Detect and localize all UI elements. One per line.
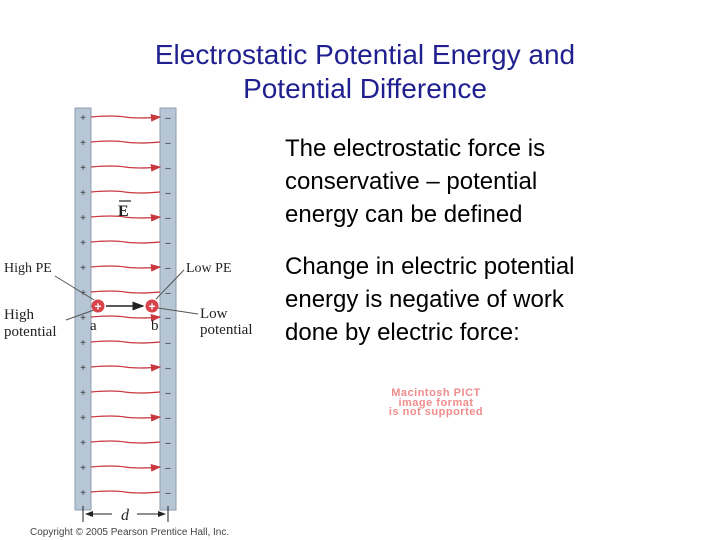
title-line-2: Potential Difference [243, 73, 487, 104]
field-line [90, 213, 162, 222]
low-potential-label-line-1: Low [200, 306, 228, 322]
plate-minus-sign: – [165, 438, 171, 449]
bullet-2-line-1: Change in electric potential [285, 253, 575, 280]
plate-minus-sign: – [165, 363, 171, 374]
field-line [90, 163, 162, 172]
plate-plus-sign: + [80, 488, 86, 499]
point-b-label: b [151, 318, 159, 334]
plate-minus-sign: – [165, 213, 171, 224]
field-line [90, 313, 162, 322]
plate-plus-sign: + [80, 263, 86, 274]
plate-minus-sign: – [165, 138, 171, 149]
plate-minus-sign: – [165, 313, 171, 324]
bullet-2-line-2: energy is negative of work [285, 286, 564, 313]
bullet-1-line-2: conservative – potential [285, 168, 538, 195]
high-potential-label-line-1: High [4, 307, 35, 323]
placeholder-line-2: image format [398, 396, 474, 409]
pointer-high-potential [65, 309, 95, 321]
pointer-low-pe [155, 269, 185, 300]
plate-minus-sign: – [165, 413, 171, 424]
field-line [90, 290, 161, 294]
field-line [90, 240, 161, 244]
field-line [90, 390, 161, 394]
charge-a-sign: + [94, 300, 101, 314]
plate-plus-sign: + [80, 163, 86, 174]
placeholder-line-3: is not supported [388, 406, 484, 418]
slide-title: Electrostatic Potential Energy and Poten… [90, 38, 640, 106]
plate-minus-sign: – [165, 188, 171, 199]
low-potential-label-line-2: potential [200, 322, 253, 338]
charge-at-a [91, 299, 105, 313]
plate-plus-sign: + [80, 463, 86, 474]
parallel-plate-diagram: +–+–+–+–+–+–+–+–+–+–+–+–+–+–+–+– E High … [4, 107, 253, 538]
distance-label: d [121, 507, 130, 524]
field-line [90, 490, 161, 494]
plate-minus-sign: – [165, 263, 171, 274]
plate-minus-sign: – [165, 388, 171, 399]
field-line [90, 413, 162, 422]
plate-plus-sign: + [80, 338, 86, 349]
plate-minus-sign: – [165, 163, 171, 174]
plate-plus-sign: + [80, 188, 86, 199]
field-line [90, 190, 161, 194]
high-potential-label-line-2: potential [4, 324, 57, 340]
copyright-notice: Copyright © 2005 Pearson Prentice Hall, … [30, 527, 229, 538]
field-line [90, 440, 161, 444]
pointer-high-pe [54, 275, 95, 301]
plate-plus-sign: + [80, 113, 86, 124]
plate-plus-sign: + [80, 438, 86, 449]
plate-plus-sign: + [80, 213, 86, 224]
plate-plus-sign: + [80, 238, 86, 249]
bullet-potential-energy-change: Change in electric potential energy is n… [285, 250, 705, 349]
unsupported-image-placeholder: Macintosh PICT image format is not suppo… [344, 387, 528, 418]
field-line [90, 113, 162, 122]
low-pe-label: Low PE [186, 261, 232, 276]
plate-minus-sign: – [165, 488, 171, 499]
plate-plus-sign: + [80, 388, 86, 399]
plate-minus-sign: – [165, 338, 171, 349]
pointer-low-potential [157, 307, 199, 315]
field-line [90, 363, 162, 372]
bullet-2-line-3: done by electric force: [285, 319, 520, 346]
field-label: E [118, 203, 129, 220]
field-line [90, 140, 161, 144]
plate-minus-sign: – [165, 238, 171, 249]
field-line [90, 463, 162, 472]
plate-plus-sign: + [80, 138, 86, 149]
plate-plus-sign: + [80, 363, 86, 374]
placeholder-line-1: Macintosh PICT [391, 387, 481, 399]
plate-plus-sign: + [80, 413, 86, 424]
title-line-1: Electrostatic Potential Energy and [154, 39, 576, 70]
charge-b-sign: + [148, 300, 155, 314]
bullet-1-line-3: energy can be defined [285, 201, 523, 228]
plate-minus-sign: – [165, 463, 171, 474]
field-line [90, 263, 162, 272]
charge-at-b [145, 299, 159, 313]
field-line [90, 340, 161, 344]
plate-minus-sign: – [165, 288, 171, 299]
plate-plus-sign: + [80, 313, 86, 324]
high-pe-label: High PE [4, 261, 52, 276]
field-lines [90, 113, 162, 494]
bullet-1-line-1: The electrostatic force is [285, 135, 546, 162]
bullet-conservative-force: The electrostatic force is conservative … [285, 132, 705, 231]
plate-minus-sign: – [165, 113, 171, 124]
point-a-label: a [90, 318, 97, 334]
